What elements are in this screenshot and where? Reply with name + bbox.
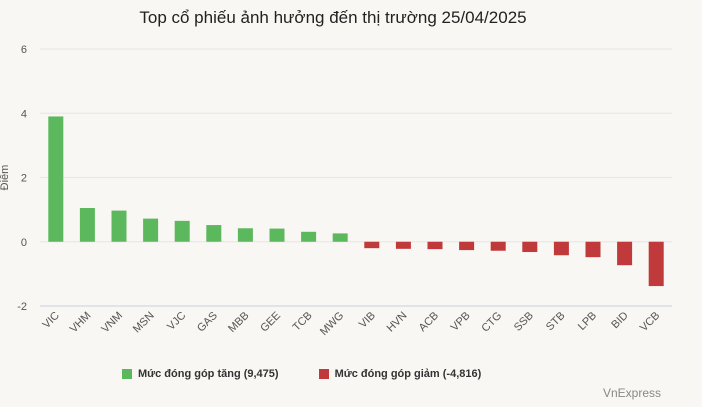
y-tick-label: 6	[21, 44, 27, 56]
bar-bid[interactable]	[617, 241, 633, 266]
legend-item-decrease[interactable]: Mức đóng góp giảm (-4,816)	[318, 368, 482, 380]
x-tick-label-vjc: VJC	[165, 310, 188, 333]
bar-vic[interactable]	[48, 116, 64, 242]
y-tick-label: 0	[21, 237, 27, 249]
x-tick-label-hvn: HVN	[385, 310, 410, 335]
bar-msn[interactable]	[143, 218, 159, 242]
bar-mbb[interactable]	[237, 228, 253, 242]
bar-mwg[interactable]	[332, 233, 348, 242]
bar-stb[interactable]	[553, 241, 569, 256]
legend-swatch-increase	[122, 369, 132, 379]
legend-label-increase: Mức đóng góp tăng (9,475)	[138, 368, 279, 380]
bar-gee[interactable]	[269, 228, 285, 242]
bar-vnm[interactable]	[111, 210, 127, 242]
legend-label-decrease: Mức đóng góp giảm (-4,816)	[334, 368, 482, 380]
x-tick-label-tcb: TCB	[291, 310, 315, 334]
x-tick-label-vnm: VNM	[99, 310, 125, 336]
bar-acb[interactable]	[427, 241, 443, 250]
y-tick-label: 4	[21, 108, 27, 120]
bar-vhm[interactable]	[79, 208, 95, 242]
x-tick-label-vib: VIB	[357, 310, 378, 331]
x-tick-label-ctg: CTG	[479, 310, 504, 335]
x-tick-label-vhm: VHM	[68, 310, 94, 336]
legend-item-increase[interactable]: Mức đóng góp tăng (9,475)	[122, 368, 279, 380]
bar-ssb[interactable]	[522, 241, 538, 253]
x-tick-label-bid: BID	[609, 310, 630, 331]
legend-swatch-decrease	[318, 369, 329, 379]
y-tick-label: 2	[21, 173, 27, 185]
chart-title: Top cổ phiếu ảnh hưởng đến thị trường 25…	[139, 8, 527, 27]
x-tick-label-acb: ACB	[417, 310, 441, 334]
bars	[48, 116, 664, 287]
bar-ctg[interactable]	[490, 241, 506, 251]
bar-hvn[interactable]	[395, 241, 411, 249]
x-tick-label-vcb: VCB	[638, 310, 662, 334]
x-tick-label-mwg: MWG	[318, 310, 346, 338]
bar-vpb[interactable]	[459, 241, 475, 251]
bar-vcb[interactable]	[648, 241, 664, 287]
x-tick-label-vic: VIC	[40, 310, 61, 331]
x-tick-label-msn: MSN	[131, 310, 157, 336]
x-tick-label-gas: GAS	[195, 310, 220, 335]
grid-lines	[40, 48, 672, 307]
bar-vib[interactable]	[364, 241, 380, 249]
y-axis-ticks: 6 4 2 0 -2	[17, 44, 27, 313]
x-tick-label-lpb: LPB	[576, 310, 599, 333]
x-axis-labels: VIC VHM VNM MSN VJC GAS MBB GEE TCB MWG VIB HVN ACB V…	[40, 310, 662, 338]
y-axis-title: Điểm	[0, 165, 11, 191]
x-tick-label-gee: GEE	[258, 310, 283, 335]
bar-tcb[interactable]	[301, 231, 317, 242]
legend: Mức đóng góp tăng (9,475) Mức đóng góp g…	[122, 368, 481, 380]
x-tick-label-mbb: MBB	[226, 310, 251, 335]
x-tick-label-vpb: VPB	[449, 310, 473, 334]
bar-vjc[interactable]	[174, 220, 190, 242]
bar-lpb[interactable]	[585, 241, 601, 258]
x-tick-label-stb: STB	[544, 310, 568, 334]
y-tick-label: -2	[17, 301, 27, 313]
source-label: VnExpress	[602, 386, 661, 400]
bar-gas[interactable]	[206, 225, 222, 242]
x-tick-label-ssb: SSB	[512, 310, 536, 334]
